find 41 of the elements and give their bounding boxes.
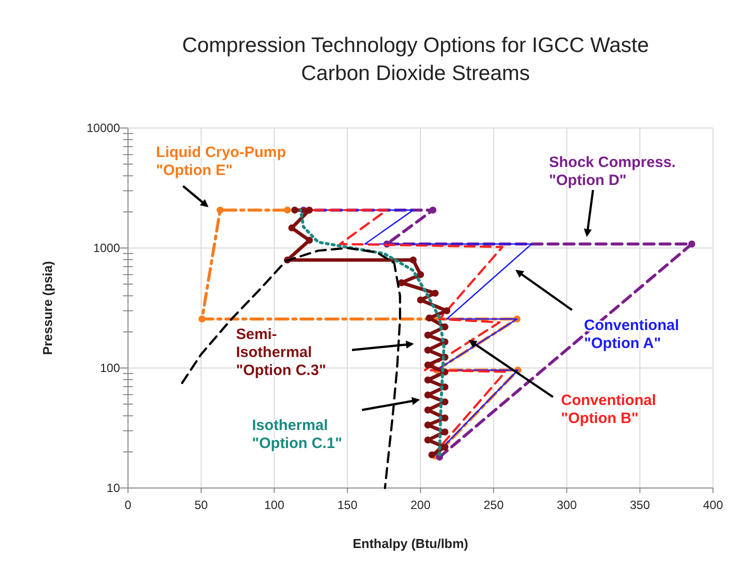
chart-title: Compression Technology Options for IGCC Waste Carbon Dioxide Streams (182, 34, 649, 85)
x-tick-label: 150 (337, 498, 358, 512)
point (417, 296, 424, 304)
point (424, 332, 432, 339)
y-tick-label: 10000 (86, 121, 120, 135)
point (688, 240, 696, 248)
point (306, 236, 313, 244)
point (432, 290, 439, 297)
x-tick-label: 50 (194, 498, 208, 512)
point (291, 206, 298, 214)
point (288, 224, 296, 232)
point (424, 421, 432, 428)
x-tick-label: 350 (630, 498, 650, 512)
x-tick-label: 250 (484, 498, 504, 512)
y-tick-label: 1000 (93, 241, 120, 255)
y-axis-title: Pressure (psia) (40, 261, 55, 355)
point (410, 256, 417, 264)
point (424, 391, 432, 398)
point (428, 451, 436, 458)
x-tick-label: 100 (264, 498, 285, 512)
line-series (181, 246, 402, 490)
y-tick-label: 100 (100, 361, 120, 375)
x-tick-label: 200 (410, 498, 431, 512)
x-axis-title: Enthalpy (Btu/lbm) (352, 536, 468, 551)
x-tick-label: 400 (702, 498, 724, 512)
point (398, 279, 405, 286)
point (429, 206, 436, 214)
point (198, 316, 206, 323)
annotation: Isothermal "Option C.1" (252, 417, 342, 452)
annotation: Shock Compress. "Option D" (549, 154, 676, 189)
point (417, 271, 424, 278)
point (284, 206, 291, 214)
annotation: Conventional "Option B" (561, 392, 656, 427)
y-tick-label: 10 (106, 481, 120, 495)
x-tick-label: 300 (556, 498, 578, 512)
point (424, 376, 432, 384)
point (306, 206, 313, 214)
x-tick-label: 0 (124, 498, 132, 512)
annotation: Semi- Isothermal "Option C.3" (236, 326, 326, 379)
point (216, 206, 224, 214)
annotation: Liquid Cryo-Pump "Option E" (156, 144, 286, 179)
